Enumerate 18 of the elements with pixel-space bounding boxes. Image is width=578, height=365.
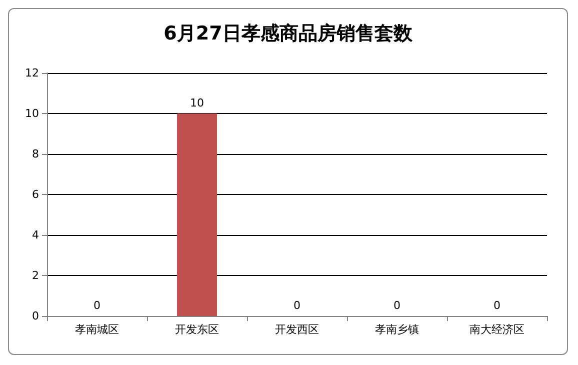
y-tick-label: 6: [32, 188, 39, 201]
x-tick-label: 南大经济区: [470, 323, 524, 336]
y-tick-label: 4: [32, 228, 39, 242]
y-tick-label: 8: [32, 148, 39, 160]
x-tick-label: 开发西区: [275, 323, 319, 336]
data-label: 10: [190, 96, 204, 110]
data-label: 0: [294, 299, 300, 312]
y-tick-label: 10: [25, 107, 39, 120]
y-tick-label: 2: [32, 269, 39, 282]
x-tick-label: 开发东区: [175, 323, 219, 336]
y-tick-label: 0: [32, 310, 39, 322]
data-label: 0: [94, 299, 100, 312]
data-label: 0: [494, 299, 500, 312]
data-label: 0: [394, 299, 400, 312]
x-tick-label: 孝南乡镇: [375, 323, 419, 336]
chart-title: 6月27日孝感商品房销售套数: [164, 22, 414, 44]
x-tick-label: 孝南城区: [75, 323, 119, 336]
y-tick-label: 12: [25, 66, 39, 80]
